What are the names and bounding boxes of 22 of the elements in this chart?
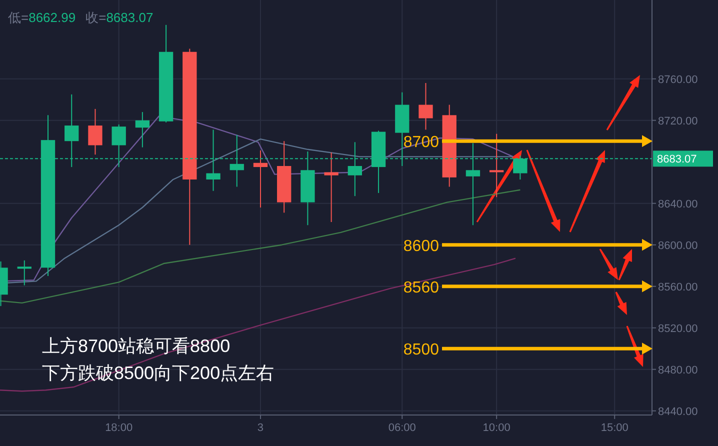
y-tick-label: 8640.00 (658, 198, 698, 210)
ref-line-label: 8500 (403, 342, 440, 359)
x-tick-label: 10:00 (482, 422, 510, 434)
y-tick-label: 8760.00 (658, 74, 698, 86)
x-tick-label: 06:00 (388, 422, 416, 434)
y-tick-label: 8720.00 (658, 115, 698, 128)
ref-line-label: 8600 (403, 238, 440, 255)
ref-line-label: 8560 (403, 279, 440, 296)
annotation: 低=8662.99 (8, 10, 76, 25)
annotation: 上方8700站稳可看8800 (42, 336, 230, 356)
y-tick-label: 8560.00 (658, 281, 698, 294)
annotation: 收=8683.07 (86, 10, 154, 25)
y-tick-label: 8520.00 (658, 322, 698, 335)
y-tick-label: 8480.00 (658, 364, 698, 376)
annotation: 下方跌破8500向下200点左右 (42, 363, 274, 383)
x-tick-label: 3 (257, 422, 264, 434)
y-tick-label: 8440.00 (658, 406, 698, 418)
ref-line-label: 8700 (403, 134, 440, 152)
y-tick-label: 8600.00 (658, 240, 698, 252)
x-tick-label: 15:00 (600, 422, 628, 434)
ref-line-label: 8683.07 (657, 154, 697, 166)
x-tick-label: 18:00 (105, 422, 133, 434)
